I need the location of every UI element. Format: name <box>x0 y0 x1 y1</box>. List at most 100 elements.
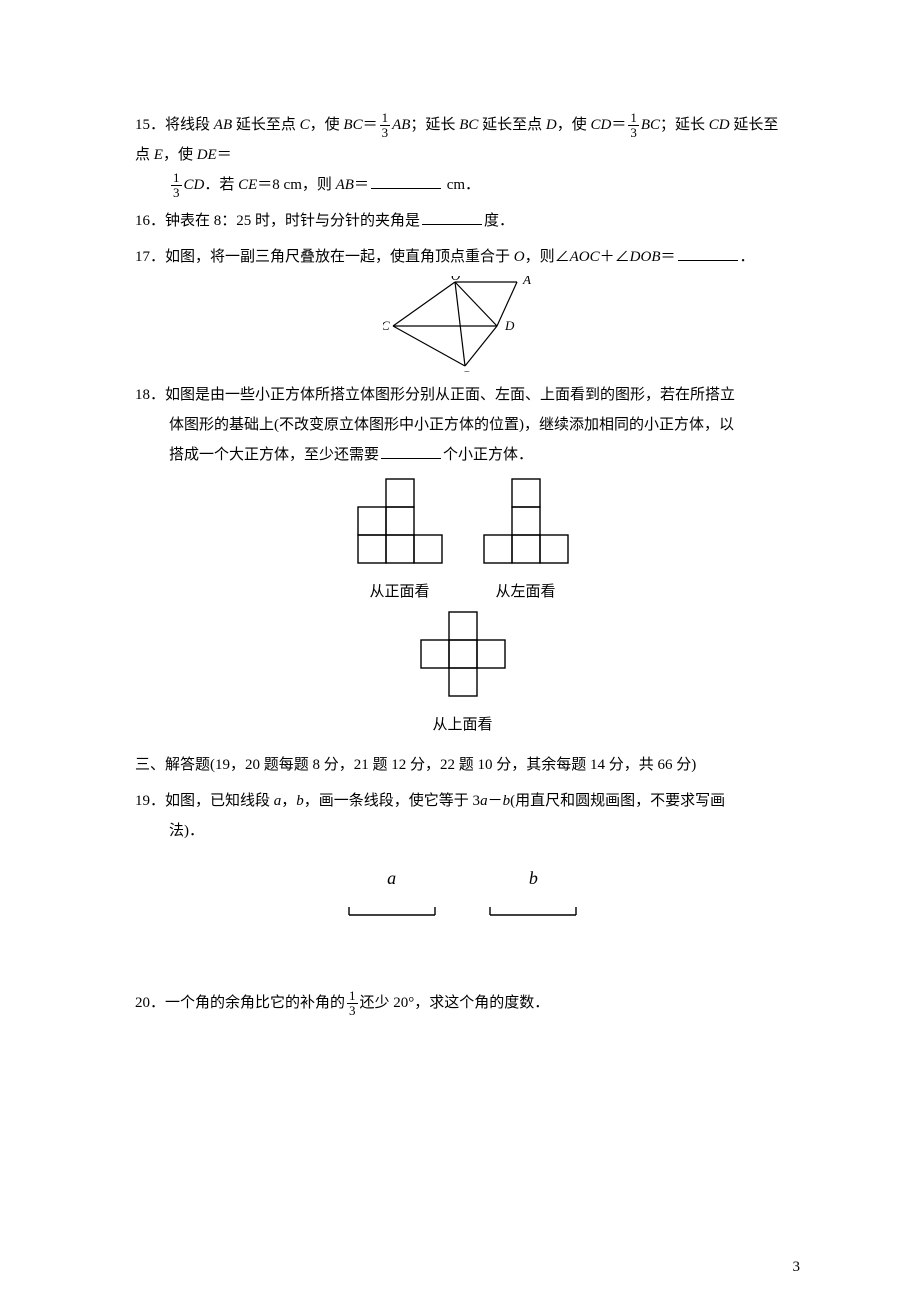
views-row-1: 从正面看 从左面看 <box>135 478 790 607</box>
view-front-label: 从正面看 <box>357 577 443 607</box>
view-top-label: 从上面看 <box>420 710 506 740</box>
q15-line2: 13CD．若 CE＝8 cm，则 AB＝ cm． <box>135 170 790 200</box>
q16-a: 钟表在 8：25 时，时针与分针的夹角是 <box>165 213 420 229</box>
q18-number: 18． <box>135 387 165 403</box>
view-left-label: 从左面看 <box>483 577 569 607</box>
q17-eq: ＝ <box>660 249 675 265</box>
q18-views: 从正面看 从左面看 从上面看 <box>135 478 790 740</box>
seg-a-svg <box>347 905 437 917</box>
q15-t2: 延长至点 <box>232 117 300 133</box>
q15-t3c: ，使 <box>163 147 197 163</box>
frac-1-3-a: 13 <box>380 111 391 139</box>
frac-1-3-b: 13 <box>628 111 639 139</box>
q17-figwrap: O A C D B <box>135 276 790 372</box>
q15-cd: CD <box>590 117 611 133</box>
q15-eq2: ＝ <box>611 117 626 133</box>
q18-blank[interactable] <box>381 443 441 459</box>
q16-blank[interactable] <box>422 209 482 225</box>
q15: 15．将线段 AB 延长至点 C，使 BC＝13AB；延长 BC 延长至点 D，… <box>135 110 790 200</box>
view-front: 从正面看 <box>357 478 443 607</box>
seg-a: a <box>347 860 437 928</box>
views-row-2: 从上面看 <box>135 611 790 740</box>
q15-number: 15． <box>135 117 165 133</box>
q15-t5: ；延长 <box>660 117 709 133</box>
seg-a-label: a <box>347 860 437 896</box>
svg-text:C: C <box>383 318 390 333</box>
view-left-svg <box>483 478 569 564</box>
q20-t1: 一个角的余角比它的补角的 <box>165 995 345 1011</box>
q19-number: 19． <box>135 793 165 809</box>
q18-l1: 如图是由一些小正方体所搭立体图形分别从正面、左面、上面看到的图形，若在所搭立 <box>165 387 735 403</box>
q19-line2: 法)． <box>135 816 790 846</box>
q16: 16．钟表在 8：25 时，时针与分针的夹角是 度． <box>135 206 790 236</box>
q15-t1: 将线段 <box>165 117 214 133</box>
q19-figure: a b <box>135 860 790 928</box>
q17-plus: ＋∠ <box>600 249 630 265</box>
page: 15．将线段 AB 延长至点 C，使 BC＝13AB；延长 BC 延长至点 D，… <box>0 0 920 1302</box>
q15-e: E <box>154 147 163 163</box>
q18: 18．如图是由一些小正方体所搭立体图形分别从正面、左面、上面看到的图形，若在所搭… <box>135 380 790 740</box>
q17-number: 17． <box>135 249 165 265</box>
q15-cd3: CD <box>184 177 205 193</box>
q17-a: 如图，将一副三角尺叠放在一起，使直角顶点重合于 <box>165 249 514 265</box>
q20-t2: 还少 20°，求这个角的度数． <box>360 995 550 1011</box>
view-left: 从左面看 <box>483 478 569 607</box>
q15-ce: CE <box>238 177 257 193</box>
q15-c: C <box>300 117 310 133</box>
q19-b: b <box>296 793 304 809</box>
q19-t1: 如图，已知线段 <box>165 793 274 809</box>
q15-t4: ；延长 <box>410 117 459 133</box>
q17-blank[interactable] <box>678 245 738 261</box>
q15-eq3: ＝ <box>217 147 232 163</box>
q15-eq1: ＝ <box>363 117 378 133</box>
q15-bc2: BC <box>459 117 478 133</box>
q17: 17．如图，将一副三角尺叠放在一起，使直角顶点重合于 O，则∠AOC＋∠DOB＝… <box>135 242 790 372</box>
svg-text:B: B <box>463 368 471 372</box>
q19-t3: (用直尺和圆规画图，不要求写画 <box>510 793 725 809</box>
q19-comma: ， <box>281 793 296 809</box>
q15-t3b: ，使 <box>557 117 591 133</box>
view-top: 从上面看 <box>420 611 506 740</box>
q20-number: 20． <box>135 995 165 1011</box>
q17-dob: DOB <box>630 249 661 265</box>
q15-blank[interactable] <box>371 173 441 189</box>
view-front-svg <box>357 478 443 564</box>
q15-ab2: AB <box>392 117 410 133</box>
q16-number: 16． <box>135 213 165 229</box>
q19: 19．如图，已知线段 a，b，画一条线段，使它等于 3a－b(用直尺和圆规画图，… <box>135 786 790 928</box>
svg-text:D: D <box>504 318 515 333</box>
q16-b: 度． <box>484 213 514 229</box>
q19-eb: b <box>503 793 511 809</box>
seg-b: b <box>488 860 578 928</box>
q17-o: O <box>514 249 525 265</box>
q15-d: D <box>546 117 557 133</box>
q15-t3a: ，使 <box>310 117 344 133</box>
section-3-header: 三、解答题(19，20 题每题 8 分，21 题 12 分，22 题 10 分，… <box>135 750 790 780</box>
frac-1-3-d: 13 <box>347 989 358 1017</box>
frac-1-3-c: 13 <box>171 171 182 199</box>
q15-unit: cm． <box>443 177 480 193</box>
q19-t2: ，画一条线段，使它等于 3 <box>304 793 480 809</box>
q19-ea: a <box>480 793 488 809</box>
q15-ab3: AB <box>336 177 354 193</box>
seg-b-svg <box>488 905 578 917</box>
q17-aoc: AOC <box>570 249 600 265</box>
q15-t2b: 延长至点 <box>478 117 546 133</box>
q15-eq4: ＝ <box>354 177 369 193</box>
view-top-svg <box>420 611 506 697</box>
q18-l3b: 个小正方体． <box>443 447 533 463</box>
q15-bc: BC <box>343 117 362 133</box>
q15-bc3: BC <box>641 117 660 133</box>
svg-text:O: O <box>451 276 461 283</box>
q15-cd2: CD <box>709 117 730 133</box>
q15-ab: AB <box>214 117 232 133</box>
q15-val: ＝8 cm，则 <box>257 177 335 193</box>
q18-l3wrap: 搭成一个大正方体，至少还需要个小正方体． <box>135 440 790 470</box>
q15-t6: ．若 <box>204 177 238 193</box>
q17-post: ． <box>740 249 755 265</box>
q17-figure: O A C D B <box>383 276 543 372</box>
q19-minus: － <box>488 793 503 809</box>
seg-b-label: b <box>488 860 578 896</box>
q17-b: ，则∠ <box>525 249 570 265</box>
svg-text:A: A <box>522 276 531 287</box>
